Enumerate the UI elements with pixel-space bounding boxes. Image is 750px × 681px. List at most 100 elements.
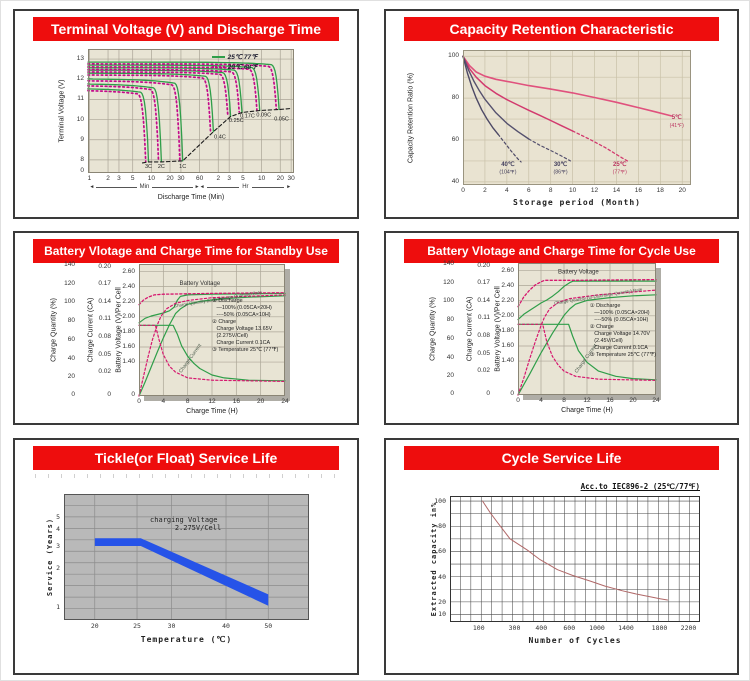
chart-label: 3C bbox=[145, 164, 152, 170]
tick-label: 2 bbox=[106, 175, 110, 182]
tick-label: 16 bbox=[232, 398, 240, 405]
tick-label: 120 bbox=[443, 278, 454, 286]
panel-title: Capacity Retention Characteristic bbox=[449, 21, 674, 37]
tick-label: 2.20 bbox=[501, 296, 514, 304]
40C-dashed bbox=[497, 133, 522, 163]
tick-label: 1.60 bbox=[122, 342, 135, 350]
panel-title: Battery Vlotage and Charge Time for Cycl… bbox=[427, 244, 696, 258]
chart-canvas: 40℃(104℉) 30℃(86℉) 25℃(77℉) 5℃ (41℉) bbox=[462, 50, 691, 185]
tick-label: 140 bbox=[443, 259, 454, 267]
legend-label: 25℃ 77℉ bbox=[227, 53, 258, 61]
tick-label: 8 bbox=[80, 155, 84, 163]
tick-label: 0 bbox=[131, 390, 135, 398]
tick-label: 60 bbox=[67, 335, 75, 343]
end-of-discharge-locus bbox=[141, 107, 292, 164]
tick-label: 1.80 bbox=[122, 327, 135, 335]
tick-label: 40 bbox=[222, 622, 230, 630]
charge-quantity-50 bbox=[517, 289, 657, 396]
curve-0.17C-20C bbox=[87, 68, 241, 113]
chart-label: (41℉) bbox=[670, 123, 684, 129]
tick-label: 12 bbox=[208, 398, 216, 405]
y-axis-title: Battery Voltage (V)/Per Cell bbox=[494, 286, 502, 372]
tick-label: 12 bbox=[583, 397, 591, 404]
tick-label: 0.02 bbox=[477, 366, 490, 374]
charge-quantity-100 bbox=[517, 294, 657, 396]
x-axis-title: Charge Time (H) bbox=[561, 407, 613, 414]
curve-0.09C-25C bbox=[87, 64, 261, 112]
tick-label: 16 bbox=[634, 187, 642, 194]
y-axis-title: Terminal Voltage (V) bbox=[58, 79, 66, 143]
tick-label: 2 bbox=[216, 175, 221, 182]
panel-title-banner: Battery Vlotage and Charge Time for Stan… bbox=[33, 239, 339, 263]
tick-label: 20 bbox=[166, 175, 174, 182]
extracted-capacity-curve bbox=[482, 500, 668, 601]
x-axis-unit-group: ◄ Min ► bbox=[89, 183, 200, 190]
tick-label: 0.08 bbox=[98, 332, 111, 340]
tick-label: 11 bbox=[77, 95, 84, 103]
x-axis-title: Number of Cycles bbox=[528, 636, 622, 645]
chart-label: charging Voltage bbox=[150, 516, 217, 524]
cycle-service-life-chart: 100 300 400 600 1000 1400 1800 2200 100 80 60 40 20 1… bbox=[430, 482, 700, 645]
test-conditions-note: ① Discharge —100% (0.05CA×20H) ----50% (… bbox=[212, 298, 279, 354]
tick-label: 9 bbox=[80, 135, 84, 143]
chart-label: 0.4C bbox=[214, 135, 226, 141]
curve-2C-20C bbox=[87, 84, 160, 163]
tick-label: 16 bbox=[606, 397, 614, 404]
legend-swatch-line bbox=[211, 55, 225, 58]
tick-label: 0.14 bbox=[477, 296, 490, 304]
tick-label: 60 bbox=[446, 334, 454, 342]
tick-label: 0.05 bbox=[477, 349, 490, 357]
chart-legend: 25℃ 77℉ 20℃ 68℉ bbox=[211, 53, 258, 71]
tick-label: 0 bbox=[450, 389, 454, 397]
battery-voltage-50 bbox=[517, 278, 657, 308]
curve-2C-25C bbox=[87, 83, 163, 163]
panel-title: Tickle(or Float) Service Life bbox=[94, 450, 278, 466]
tick-label: 3 bbox=[56, 541, 60, 550]
tick-label: 0 bbox=[107, 390, 111, 398]
chart-label: 30℃ bbox=[554, 161, 568, 168]
y-axis-title: Charge Current (CA) bbox=[466, 296, 474, 362]
y-axis-title: Capacity Retention Ratio (%) bbox=[407, 72, 415, 163]
tick-label: 1 bbox=[56, 603, 60, 612]
y-axis-title: Charge Quantity (%) bbox=[50, 298, 58, 362]
charge-quantity-50 bbox=[138, 294, 286, 397]
panel-title-banner: Tickle(or Float) Service Life bbox=[33, 446, 339, 470]
tick-label: 24 bbox=[652, 397, 660, 404]
tick-label: 25 bbox=[133, 622, 141, 630]
tick-label: 4 bbox=[539, 397, 543, 404]
tick-label: 2.40 bbox=[122, 282, 135, 290]
tick-label: 50 bbox=[264, 622, 273, 630]
charge-current-50 bbox=[517, 323, 657, 381]
panel-charge-cycle: Battery Vlotage and Charge Time for Cycl… bbox=[384, 231, 739, 425]
x-axis-unit-group: ◄ Hr ► bbox=[199, 183, 292, 190]
tick-label: 0.17 bbox=[477, 279, 490, 287]
tick-label: 20 bbox=[438, 597, 446, 606]
tick-label: 10 bbox=[76, 115, 84, 123]
chart-label: 2C bbox=[158, 164, 165, 170]
x-axis-title: Storage period (Month) bbox=[513, 198, 641, 207]
tick-label: 1400 bbox=[618, 624, 634, 632]
charge-quantity-100 bbox=[138, 295, 286, 397]
tick-label: 2.60 bbox=[501, 266, 514, 274]
panel-title: Battery Vlotage and Charge Time for Stan… bbox=[44, 244, 328, 258]
panel-terminal-voltage-discharge-time: Terminal Voltage (V) and Discharge Time … bbox=[13, 9, 359, 219]
tick-label: 1000 bbox=[589, 624, 605, 632]
30C-solid bbox=[462, 55, 530, 140]
tick-label: 20 bbox=[257, 398, 265, 405]
tick-label: 20 bbox=[446, 372, 454, 380]
tick-label: 2.40 bbox=[501, 281, 514, 289]
tick-label: 100 bbox=[472, 624, 485, 632]
tick-label: 12 bbox=[590, 187, 599, 194]
tick-label: 2 bbox=[483, 187, 487, 194]
tick-label: 2.00 bbox=[501, 311, 514, 319]
tick-label: 20 bbox=[629, 397, 637, 404]
chart-label: 0.17C bbox=[240, 114, 255, 120]
40C-solid bbox=[462, 55, 499, 135]
charge-current-100 bbox=[138, 324, 286, 382]
tick-label: 0.11 bbox=[98, 315, 111, 323]
tick-label: 0 bbox=[486, 389, 490, 397]
